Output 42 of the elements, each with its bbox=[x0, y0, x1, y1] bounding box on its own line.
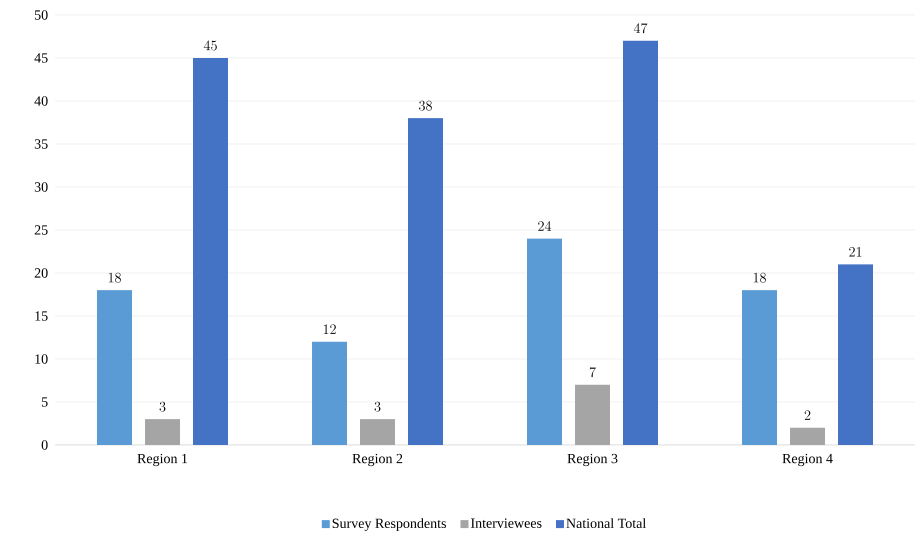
y-tick-label: 50 bbox=[34, 10, 48, 20]
bar bbox=[742, 290, 778, 445]
x-tick-label: Region 3 bbox=[567, 454, 618, 466]
bar bbox=[193, 58, 228, 445]
data-label: 2 bbox=[804, 410, 810, 420]
data-label: 12 bbox=[324, 324, 336, 334]
data-label: 45 bbox=[204, 40, 217, 50]
data-label: 3 bbox=[160, 402, 166, 412]
y-tick-label: 0 bbox=[42, 440, 48, 450]
y-tick-label: 5 bbox=[42, 397, 48, 407]
y-tick-label: 35 bbox=[34, 139, 48, 149]
bar bbox=[145, 419, 180, 445]
data-label: 47 bbox=[634, 23, 648, 34]
bar bbox=[408, 118, 444, 445]
legend-label: National Total bbox=[566, 518, 646, 528]
bar bbox=[527, 238, 562, 445]
data-label: 18 bbox=[754, 272, 766, 283]
data-label: 21 bbox=[849, 246, 862, 257]
bar bbox=[623, 40, 658, 445]
x-tick-label: Region 1 bbox=[137, 454, 188, 466]
x-tick-label: Region 2 bbox=[352, 454, 402, 466]
data-label: 3 bbox=[374, 402, 380, 412]
data-label: 18 bbox=[108, 272, 121, 283]
x-tick-label: Region 4 bbox=[782, 454, 833, 466]
y-tick-label: 20 bbox=[34, 268, 48, 278]
y-tick-label: 30 bbox=[34, 182, 48, 192]
bar bbox=[312, 342, 348, 445]
bar bbox=[838, 264, 874, 445]
y-tick-label: 25 bbox=[34, 225, 48, 235]
y-tick-label: 40 bbox=[34, 96, 48, 106]
legend-label: Survey Respondents bbox=[332, 518, 446, 531]
legend-label: Interviewees bbox=[470, 518, 542, 528]
bar bbox=[97, 290, 132, 445]
bar bbox=[360, 419, 396, 445]
y-tick-label: 10 bbox=[35, 354, 48, 364]
data-label: 7 bbox=[590, 367, 596, 378]
data-label: 38 bbox=[419, 100, 432, 111]
y-tick-label: 15 bbox=[35, 311, 48, 321]
data-label: 24 bbox=[538, 221, 552, 231]
bar bbox=[790, 428, 826, 445]
y-tick-label: 45 bbox=[34, 53, 48, 63]
bar bbox=[575, 384, 610, 445]
